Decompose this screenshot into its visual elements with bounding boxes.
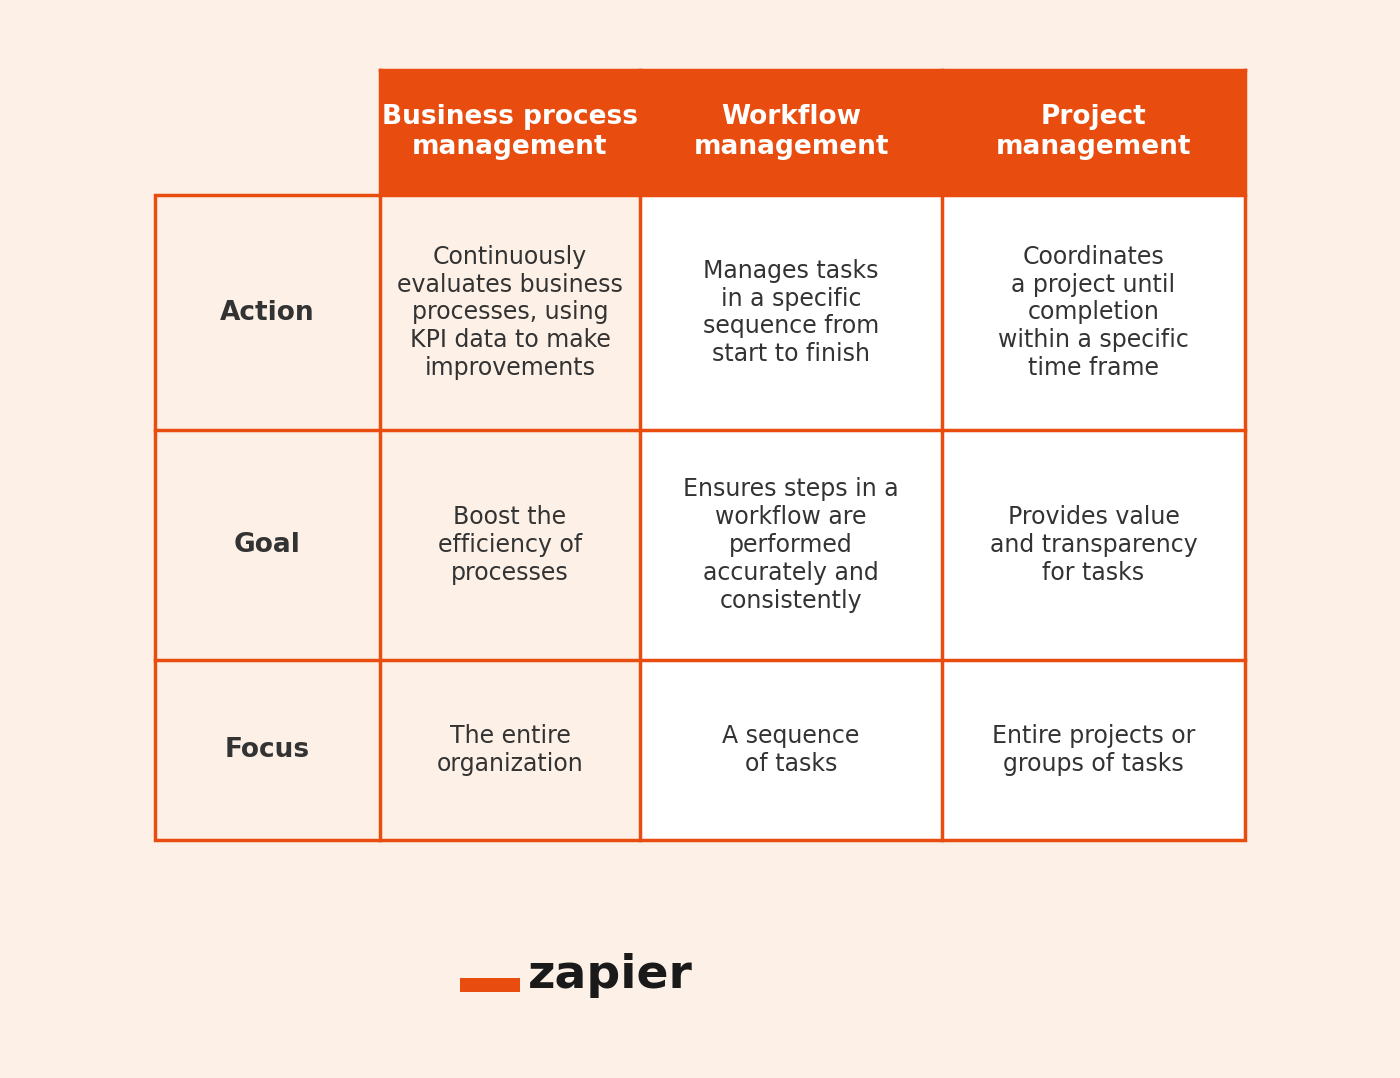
Text: Manages tasks
in a specific
sequence from
start to finish: Manages tasks in a specific sequence fro… xyxy=(703,259,879,367)
Text: Continuously
evaluates business
processes, using
KPI data to make
improvements: Continuously evaluates business processe… xyxy=(398,245,623,381)
Bar xyxy=(942,195,1245,430)
Bar xyxy=(640,195,942,430)
Bar xyxy=(155,70,379,195)
Bar xyxy=(379,430,640,660)
Text: Provides value
and transparency
for tasks: Provides value and transparency for task… xyxy=(990,506,1197,584)
Bar xyxy=(379,70,640,195)
Text: The entire
organization: The entire organization xyxy=(437,724,584,776)
Text: Business process
management: Business process management xyxy=(382,105,638,161)
Text: Focus: Focus xyxy=(225,737,309,763)
Text: zapier: zapier xyxy=(528,953,693,997)
Bar xyxy=(942,660,1245,840)
Text: Goal: Goal xyxy=(234,533,301,558)
Text: Action: Action xyxy=(220,300,315,326)
Bar xyxy=(942,70,1245,195)
Bar xyxy=(942,430,1245,660)
Bar xyxy=(640,70,942,195)
Text: Workflow
management: Workflow management xyxy=(693,105,889,161)
Bar xyxy=(461,978,519,992)
Bar xyxy=(155,195,1245,840)
Bar xyxy=(155,195,379,430)
Bar xyxy=(155,430,379,660)
Bar xyxy=(640,430,942,660)
Bar xyxy=(379,195,640,430)
Text: A sequence
of tasks: A sequence of tasks xyxy=(722,724,860,776)
Bar xyxy=(155,660,379,840)
Bar xyxy=(640,660,942,840)
Text: Ensures steps in a
workflow are
performed
accurately and
consistently: Ensures steps in a workflow are performe… xyxy=(683,478,899,612)
Text: Project
management: Project management xyxy=(995,105,1191,161)
Text: Coordinates
a project until
completion
within a specific
time frame: Coordinates a project until completion w… xyxy=(998,245,1189,381)
Bar xyxy=(379,660,640,840)
Text: Entire projects or
groups of tasks: Entire projects or groups of tasks xyxy=(991,724,1196,776)
Text: Boost the
efficiency of
processes: Boost the efficiency of processes xyxy=(438,506,582,584)
